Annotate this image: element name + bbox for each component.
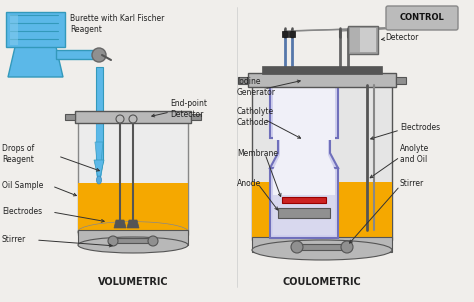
Ellipse shape (116, 115, 124, 123)
Polygon shape (270, 73, 338, 168)
Bar (78, 230, 188, 245)
Bar (252, 75, 392, 240)
Bar (262, 66, 382, 74)
Ellipse shape (148, 236, 158, 246)
Bar (238, 77, 248, 84)
Bar (78, 115, 188, 235)
Text: Stirrer: Stirrer (2, 236, 26, 245)
Bar (6, 12, 65, 47)
Ellipse shape (92, 48, 106, 62)
Text: VOLUMETRIC: VOLUMETRIC (98, 277, 168, 287)
Ellipse shape (341, 241, 353, 253)
Text: Drops of
Reagent: Drops of Reagent (2, 144, 34, 164)
Text: Membrane: Membrane (237, 149, 278, 159)
Text: End-point
Detector: End-point Detector (170, 99, 207, 119)
Ellipse shape (129, 115, 137, 123)
Bar (56, 50, 96, 59)
Text: Electrodes: Electrodes (400, 123, 440, 131)
Text: Burette with Karl Fischer
Reagent: Burette with Karl Fischer Reagent (70, 14, 164, 34)
Bar (273, 195, 335, 235)
Bar (282, 197, 326, 203)
Bar (350, 28, 376, 52)
Bar (396, 77, 406, 84)
Bar (75, 111, 191, 123)
Bar (248, 73, 396, 87)
Polygon shape (95, 142, 103, 162)
Bar (273, 170, 335, 235)
Ellipse shape (291, 241, 303, 253)
Bar (10, 15, 18, 45)
Ellipse shape (78, 222, 188, 242)
Text: Electrodes: Electrodes (2, 207, 42, 217)
Bar (348, 26, 378, 54)
Text: Anolyte
and Oil: Anolyte and Oil (400, 144, 429, 164)
Ellipse shape (108, 236, 118, 246)
Ellipse shape (252, 240, 392, 260)
Text: Iodine
Generator: Iodine Generator (237, 77, 276, 97)
Polygon shape (94, 160, 104, 178)
FancyBboxPatch shape (386, 6, 458, 30)
Text: CONTROL: CONTROL (400, 14, 444, 23)
Bar (297, 244, 347, 250)
Polygon shape (8, 47, 63, 77)
Polygon shape (273, 76, 335, 170)
Bar (289, 31, 295, 37)
Bar (65, 114, 75, 120)
Text: Catholyte
Cathode: Catholyte Cathode (237, 107, 274, 127)
Polygon shape (114, 220, 126, 228)
Text: Oil Sample: Oil Sample (2, 182, 44, 191)
Ellipse shape (78, 237, 188, 253)
Bar (252, 182, 392, 240)
Text: Anode: Anode (237, 179, 261, 188)
Text: Detector: Detector (385, 34, 419, 43)
Polygon shape (96, 162, 103, 175)
Bar (282, 31, 288, 37)
Text: COULOMETRIC: COULOMETRIC (283, 277, 361, 287)
Ellipse shape (78, 222, 188, 242)
Ellipse shape (97, 176, 101, 184)
Text: Stirrer: Stirrer (400, 179, 424, 188)
Bar (350, 28, 360, 52)
Bar (191, 114, 201, 120)
Bar (96, 67, 103, 162)
Polygon shape (127, 220, 139, 228)
Bar (113, 238, 153, 243)
Bar (278, 208, 330, 218)
Bar (270, 168, 338, 238)
Bar (252, 237, 392, 252)
Bar (78, 183, 188, 235)
